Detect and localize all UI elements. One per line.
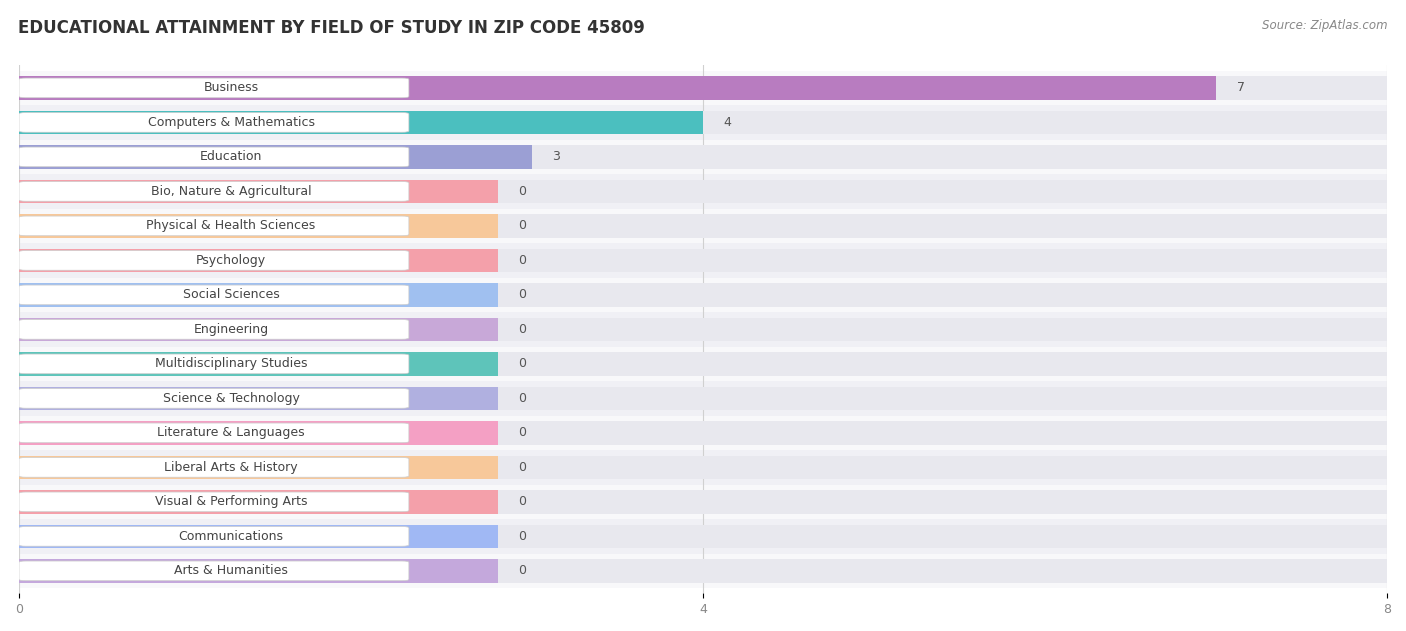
Bar (20, 249, 1386, 272)
Bar (20, 145, 531, 168)
Text: Social Sciences: Social Sciences (183, 288, 280, 302)
FancyBboxPatch shape (20, 285, 409, 305)
FancyBboxPatch shape (20, 319, 409, 339)
Bar (20, 76, 1386, 100)
Bar (20, 214, 1386, 238)
Bar (20, 559, 1386, 582)
Text: Arts & Humanities: Arts & Humanities (174, 564, 288, 577)
Bar (20, 450, 1386, 485)
FancyBboxPatch shape (20, 216, 409, 236)
Text: Education: Education (200, 150, 263, 163)
FancyBboxPatch shape (20, 561, 409, 581)
Bar (20, 553, 1386, 588)
Bar (20, 76, 1216, 100)
Bar (20, 249, 498, 272)
Bar (20, 352, 498, 375)
FancyBboxPatch shape (20, 251, 409, 270)
Bar (20, 352, 1386, 375)
Bar (20, 490, 1386, 514)
Bar (20, 278, 1386, 312)
Bar (20, 387, 498, 410)
Bar (20, 105, 1386, 139)
FancyBboxPatch shape (20, 112, 409, 133)
Text: Literature & Languages: Literature & Languages (157, 427, 305, 439)
Text: Business: Business (204, 81, 259, 95)
Bar (20, 387, 1386, 410)
FancyBboxPatch shape (20, 354, 409, 374)
Text: 0: 0 (519, 254, 526, 267)
Bar (20, 283, 1386, 307)
Bar (20, 416, 1386, 450)
Text: 0: 0 (519, 323, 526, 336)
Text: 0: 0 (519, 564, 526, 577)
Text: 0: 0 (519, 220, 526, 232)
Bar (20, 139, 1386, 174)
Bar (20, 524, 1386, 548)
Text: EDUCATIONAL ATTAINMENT BY FIELD OF STUDY IN ZIP CODE 45809: EDUCATIONAL ATTAINMENT BY FIELD OF STUDY… (18, 19, 645, 37)
Text: Bio, Nature & Agricultural: Bio, Nature & Agricultural (150, 185, 311, 198)
Bar (20, 174, 1386, 209)
Bar (20, 312, 1386, 346)
FancyBboxPatch shape (20, 457, 409, 477)
Text: Engineering: Engineering (194, 323, 269, 336)
Bar (20, 456, 1386, 479)
Bar (20, 346, 1386, 381)
FancyBboxPatch shape (20, 147, 409, 167)
Bar (20, 524, 498, 548)
Bar (20, 421, 498, 445)
FancyBboxPatch shape (20, 526, 409, 546)
FancyBboxPatch shape (20, 78, 409, 98)
Text: Science & Technology: Science & Technology (163, 392, 299, 405)
FancyBboxPatch shape (20, 182, 409, 201)
Bar (20, 209, 1386, 243)
Text: 0: 0 (519, 185, 526, 198)
FancyBboxPatch shape (20, 423, 409, 443)
Bar (20, 381, 1386, 416)
Text: 0: 0 (519, 288, 526, 302)
Text: Source: ZipAtlas.com: Source: ZipAtlas.com (1263, 19, 1388, 32)
Text: 4: 4 (724, 116, 731, 129)
Text: Visual & Performing Arts: Visual & Performing Arts (155, 495, 308, 509)
Bar (20, 71, 1386, 105)
Bar (20, 485, 1386, 519)
FancyBboxPatch shape (20, 389, 409, 408)
Bar (20, 110, 703, 134)
Bar (20, 421, 1386, 445)
Text: 0: 0 (519, 357, 526, 370)
Text: 3: 3 (553, 150, 561, 163)
Bar (20, 283, 498, 307)
Text: Liberal Arts & History: Liberal Arts & History (165, 461, 298, 474)
FancyBboxPatch shape (20, 492, 409, 512)
Bar (20, 317, 1386, 341)
Bar (20, 110, 1386, 134)
Bar (20, 490, 498, 514)
Bar (20, 180, 498, 203)
Text: 0: 0 (519, 427, 526, 439)
Text: Psychology: Psychology (195, 254, 266, 267)
Bar (20, 559, 498, 582)
Text: 0: 0 (519, 392, 526, 405)
Bar (20, 243, 1386, 278)
Bar (20, 145, 1386, 168)
Bar (20, 180, 1386, 203)
Text: Communications: Communications (179, 530, 284, 543)
Text: Computers & Mathematics: Computers & Mathematics (148, 116, 315, 129)
Text: 7: 7 (1236, 81, 1244, 95)
Bar (20, 456, 498, 479)
Bar (20, 519, 1386, 553)
Text: 0: 0 (519, 530, 526, 543)
Text: Multidisciplinary Studies: Multidisciplinary Studies (155, 357, 308, 370)
Text: 0: 0 (519, 495, 526, 509)
Bar (20, 317, 498, 341)
Text: Physical & Health Sciences: Physical & Health Sciences (146, 220, 316, 232)
Bar (20, 214, 498, 238)
Text: 0: 0 (519, 461, 526, 474)
